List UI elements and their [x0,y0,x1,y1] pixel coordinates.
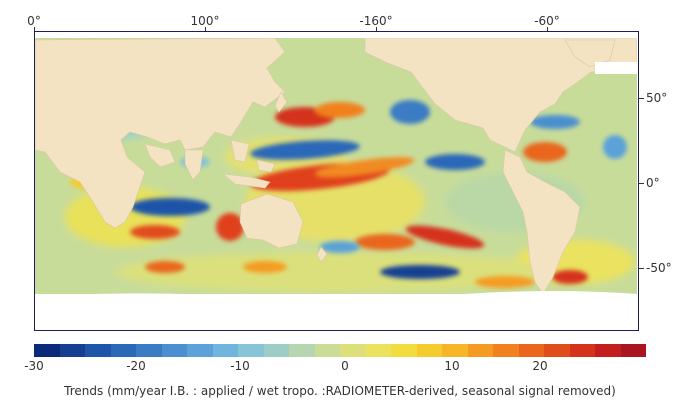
trend-colorbar [34,344,646,357]
colorbar-segment [442,344,468,357]
longitude-label-0: 0° [27,14,41,28]
colorbar-segment [187,344,213,357]
map-caption: Trends (mm/year I.B. : applied / wet tro… [64,384,616,398]
latitude-label-minus50: -50° [646,261,672,275]
colorbar-segment [467,344,493,357]
colorbar-segment [595,344,621,357]
right-tick [639,98,644,99]
latitude-label-50: 50° [646,91,668,105]
colorbar-label: -20 [126,359,146,373]
top-tick [547,27,548,32]
colorbar-segment [136,344,162,357]
colorbar-segment [416,344,442,357]
top-tick [205,27,206,32]
top-tick [376,27,377,32]
land-masses [35,37,637,295]
colorbar-segment [110,344,136,357]
right-tick [639,268,644,269]
colorbar-segment [544,344,570,357]
colorbar-label: 10 [444,359,460,373]
longitude-label-minus160: -160° [359,14,393,28]
colorbar-segment [161,344,187,357]
colorbar-segment [238,344,264,357]
longitude-label-100: 100° [190,14,220,28]
arctic-ice [35,32,637,38]
colorbar-segment [569,344,595,357]
colorbar-label: -30 [24,359,44,373]
colorbar-segment [289,344,315,357]
colorbar-label: -10 [230,359,250,373]
colorbar-segment [340,344,366,357]
right-tick [639,183,644,184]
colorbar-segment [518,344,544,357]
colorbar-segment [34,344,60,357]
longitude-label-minus60: -60° [534,14,560,28]
colorbar-segment [391,344,417,357]
colorbar-label: 0 [341,359,349,373]
colorbar-label: 20 [532,359,548,373]
latitude-label-0: 0° [646,176,660,190]
colorbar-segment [314,344,340,357]
colorbar-segment [85,344,111,357]
colorbar-segment [493,344,519,357]
colorbar-segment [59,344,85,357]
colorbar-segment [263,344,289,357]
colorbar-segment [365,344,391,357]
top-tick [34,27,35,32]
colorbar-segment [212,344,238,357]
sea-level-trend-map [34,31,639,331]
colorbar-segment [620,344,646,357]
